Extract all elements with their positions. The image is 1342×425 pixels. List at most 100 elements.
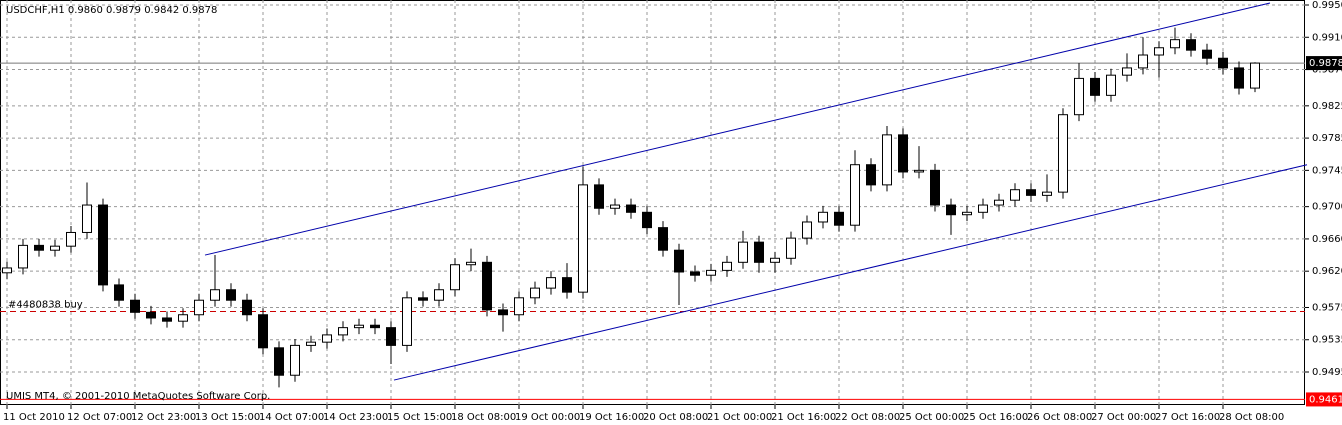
candle-body — [770, 257, 780, 263]
candle-body — [386, 327, 396, 346]
candle-body — [898, 134, 908, 173]
x-tick-label: 19 Oct 16:00 — [579, 412, 644, 423]
x-tick-label: 25 Oct 00:00 — [899, 412, 964, 423]
candle-body — [322, 334, 332, 343]
candle-body — [994, 199, 1004, 206]
candle-body — [482, 261, 492, 311]
candle-body — [338, 327, 348, 336]
candle-body — [66, 231, 76, 247]
x-tick-label: 21 Oct 16:00 — [771, 412, 836, 423]
candle-body — [114, 284, 124, 301]
marks — [0, 2, 1308, 400]
candle-body — [242, 299, 252, 316]
candle-body — [306, 341, 316, 346]
stop-label-box — [1306, 392, 1342, 407]
candle-body — [370, 324, 380, 329]
candle-body — [1026, 189, 1036, 196]
candle-body — [786, 237, 796, 259]
trendline — [393, 164, 1308, 381]
x-tick-label: 12 Oct 07:00 — [67, 412, 132, 423]
candle-body — [754, 241, 764, 263]
x-tick-label: 11 Oct 2010 — [3, 412, 65, 423]
trendline — [204, 2, 1271, 256]
stop-label: 0.9461 — [1309, 394, 1342, 405]
x-tick-label: 19 Oct 00:00 — [515, 412, 580, 423]
candle-body — [866, 164, 876, 186]
y-tick-label: 0.9745 — [1312, 165, 1342, 176]
candle-body — [178, 314, 188, 322]
candle-body — [1042, 191, 1052, 196]
candle-body — [290, 344, 300, 376]
candle-body — [610, 204, 620, 209]
candle-body — [818, 211, 828, 223]
x-tick-label: 28 Oct 08:00 — [1219, 412, 1284, 423]
candle-body — [1122, 67, 1132, 76]
x-tick-label: 27 Oct 00:00 — [1091, 412, 1156, 423]
candle-body — [722, 261, 732, 271]
candle-body — [1074, 77, 1084, 116]
candle-body — [1186, 39, 1196, 51]
candle-body — [34, 244, 44, 251]
candle-body — [706, 269, 716, 276]
candle-body — [258, 314, 268, 349]
candle-body — [690, 271, 700, 276]
candle-body — [418, 297, 428, 301]
x-tick-label: 22 Oct 08:00 — [835, 412, 900, 423]
candle-body — [146, 311, 156, 319]
candle-body — [1170, 39, 1180, 49]
candle-body — [882, 134, 892, 186]
candle-body — [450, 264, 460, 291]
y-tick-label: 0.9535 — [1312, 335, 1342, 346]
candle-body — [1202, 49, 1212, 59]
candle-body — [978, 204, 988, 213]
candle-body — [466, 261, 476, 266]
candle-body — [834, 211, 844, 226]
x-tick-label: 14 Oct 23:00 — [323, 412, 388, 423]
candle-body — [962, 211, 972, 216]
y-tick-label: 0.9785 — [1312, 133, 1342, 144]
candle-body — [194, 299, 204, 316]
y-tick-label: 0.9575 — [1312, 302, 1342, 313]
candle-body — [1058, 114, 1068, 193]
price-label: 0.9878 — [1309, 58, 1342, 69]
x-tick-label: 12 Oct 23:00 — [131, 412, 196, 423]
candle-body — [498, 309, 508, 316]
candle-body — [930, 169, 940, 206]
candle-body — [562, 277, 572, 293]
x-tick-label: 18 Oct 08:00 — [451, 412, 516, 423]
candle-body — [50, 245, 60, 251]
candle-body — [1218, 57, 1228, 69]
candle-body — [274, 347, 284, 376]
candle-body — [354, 324, 364, 329]
x-tick-label: 27 Oct 16:00 — [1155, 412, 1220, 423]
candle-body — [1090, 77, 1100, 96]
candle-body — [98, 204, 108, 286]
x-tick-label: 21 Oct 00:00 — [707, 412, 772, 423]
candle-body — [18, 244, 28, 269]
candle-body — [658, 227, 668, 251]
candle-body — [594, 184, 604, 209]
candle-body — [914, 169, 924, 173]
x-tick-label: 25 Oct 16:00 — [963, 412, 1028, 423]
candle-body — [1154, 47, 1164, 56]
candle-body — [2, 267, 12, 274]
candle-body — [402, 297, 412, 346]
candle-body — [530, 287, 540, 299]
candle-body — [1138, 54, 1148, 69]
candle-body — [738, 241, 748, 263]
candle-body — [802, 221, 812, 239]
x-tick-label: 14 Oct 07:00 — [259, 412, 324, 423]
y-tick-label: 0.9495 — [1312, 367, 1342, 378]
y-tick-label: 0.9825 — [1312, 101, 1342, 112]
candle-body — [674, 249, 684, 273]
x-tick-label: 26 Oct 08:00 — [1027, 412, 1092, 423]
footer: UMIS MT4, © 2001-2010 MetaQuotes Softwar… — [6, 391, 270, 402]
chart-title: USDCHF,H1 0.9860 0.9879 0.9842 0.9878 — [6, 5, 217, 16]
candle-body — [434, 289, 444, 301]
candle-body — [1234, 67, 1244, 89]
